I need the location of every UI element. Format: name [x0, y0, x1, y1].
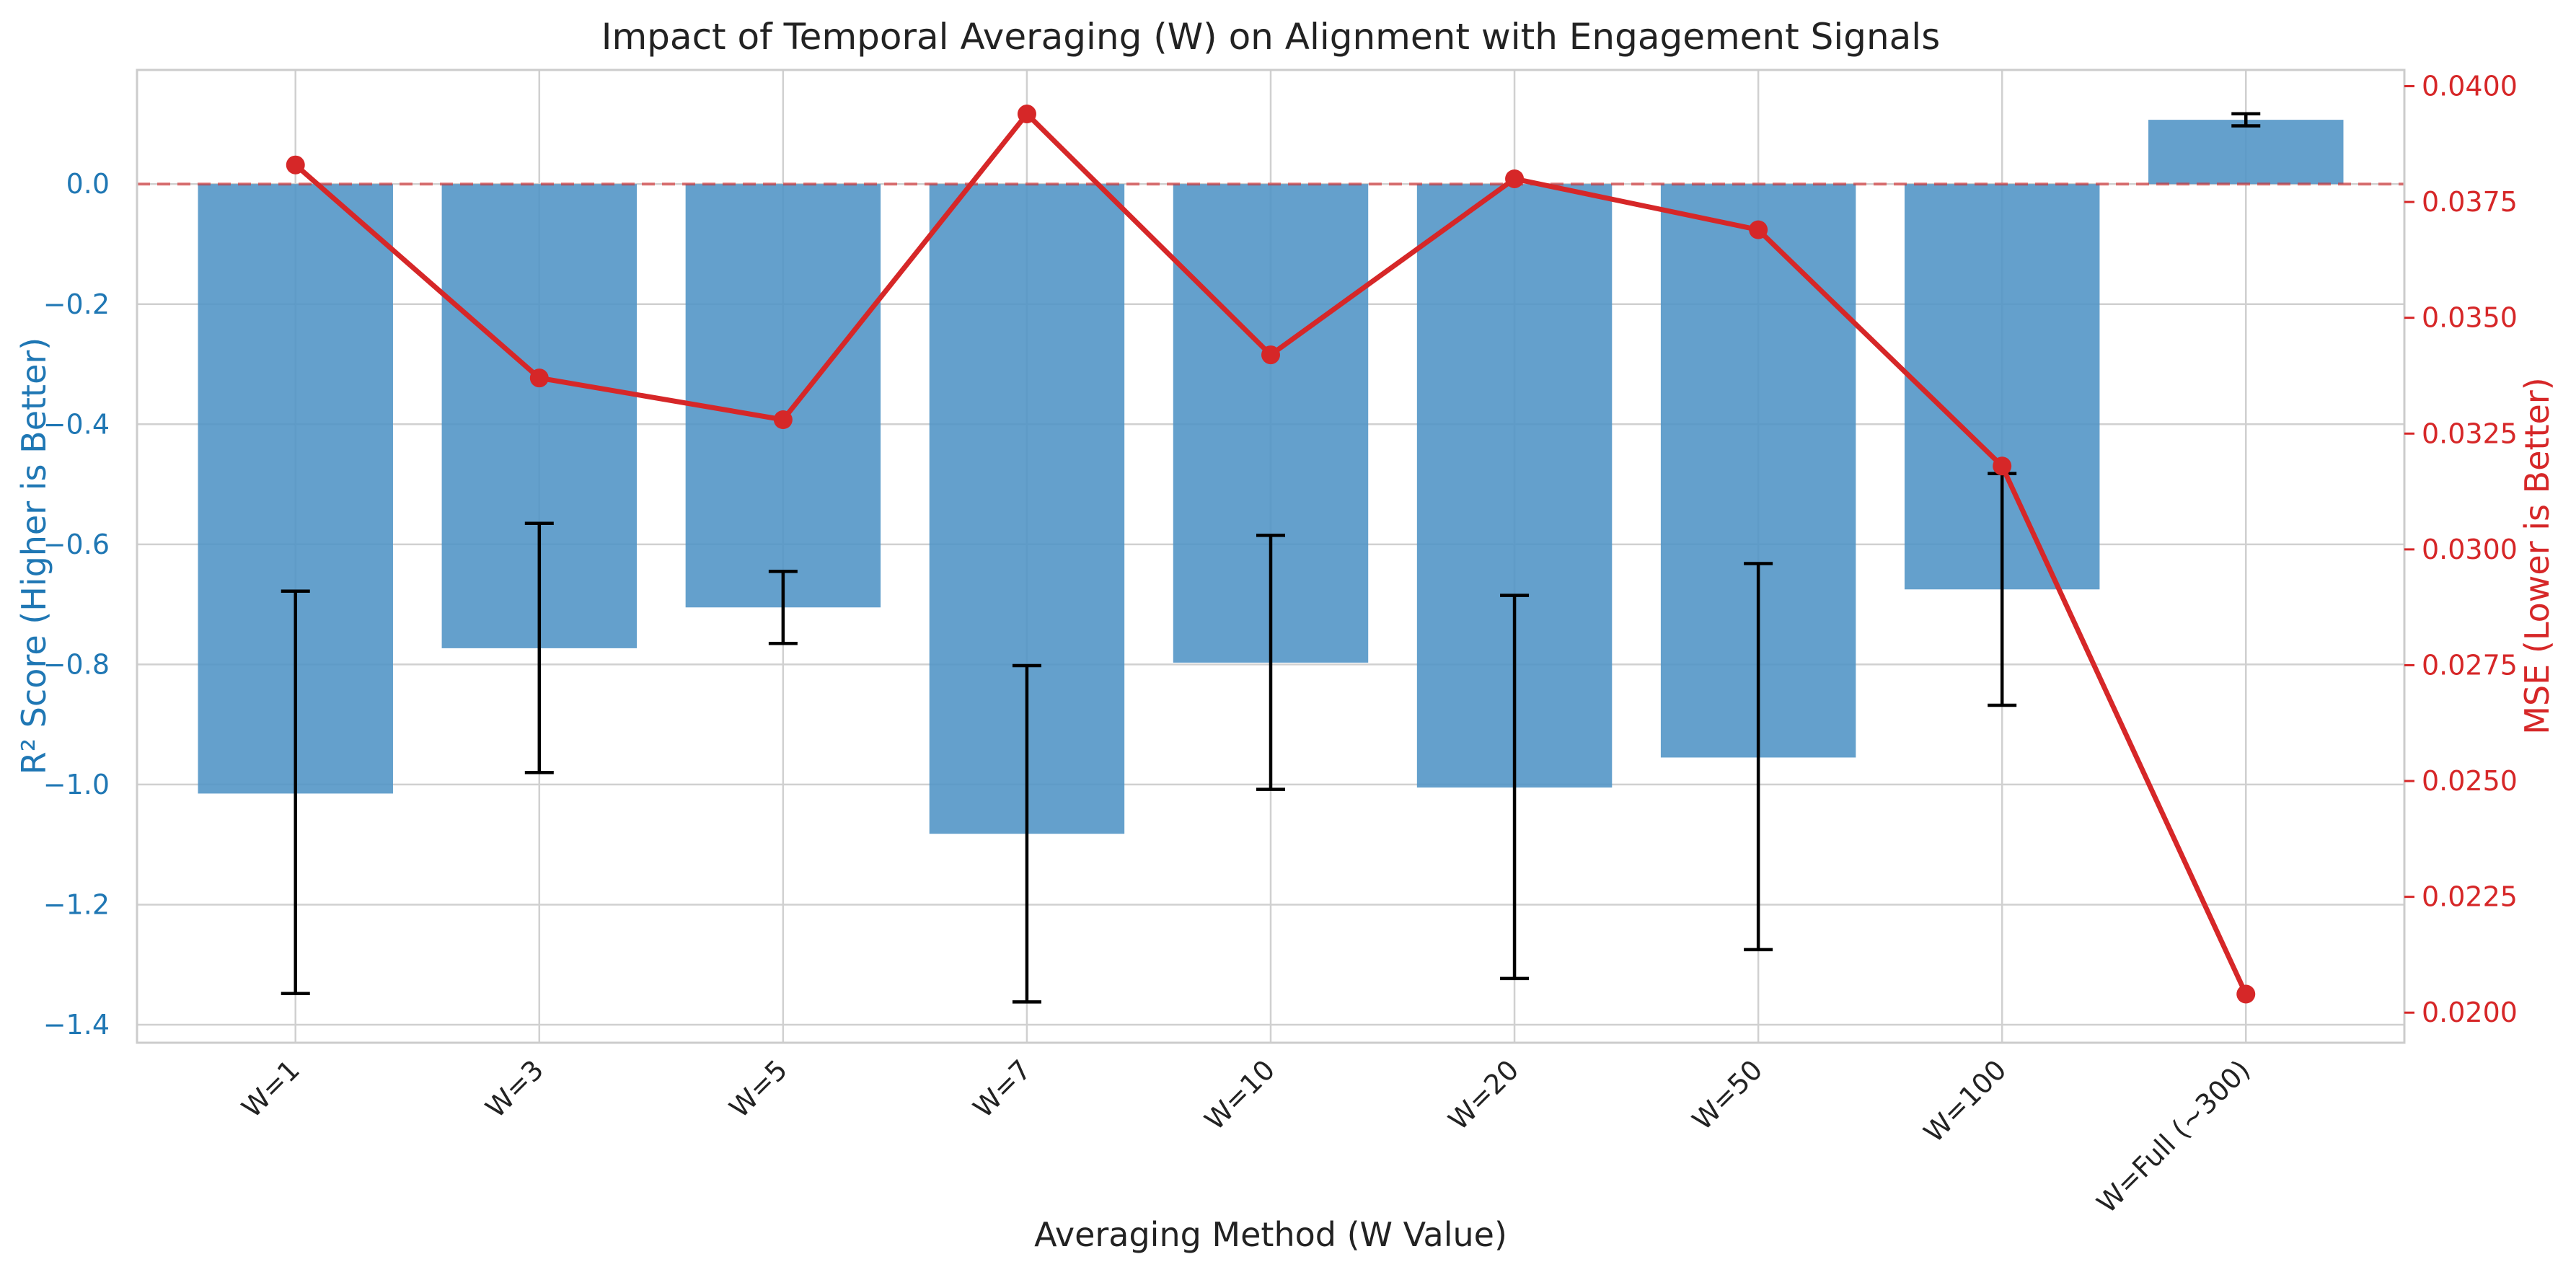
mse-point — [2236, 984, 2256, 1004]
right-tick-label: 0.0400 — [2422, 70, 2518, 102]
error-bars — [281, 112, 2261, 1004]
y-axis-label: R² Score (Higher is Better) — [14, 337, 53, 774]
mse-line-series — [286, 105, 2256, 1004]
left-tick-label: −1.2 — [43, 888, 110, 920]
right-tick-label: 0.0375 — [2422, 186, 2518, 218]
y2-axis-label: MSE (Lower is Better) — [2518, 377, 2557, 734]
bar-w-5 — [685, 184, 881, 608]
left-tick-label: −0.8 — [43, 648, 110, 680]
right-tick-label: 0.0200 — [2422, 997, 2518, 1028]
mse-point — [1993, 456, 2012, 476]
mse-point — [1017, 105, 1036, 124]
mse-point — [529, 368, 549, 388]
right-axis-ticks: 0.0400 0.0375 0.0350 0.0325 0.0300 0.0275 0.02… — [2404, 70, 2518, 1028]
x-axis-label: Averaging Method (W Value) — [1034, 1215, 1507, 1254]
right-tick-label: 0.0325 — [2422, 418, 2518, 449]
right-tick-label: 0.0225 — [2422, 881, 2518, 913]
chart-title: Impact of Temporal Averaging (W) on Alig… — [601, 16, 1941, 58]
mse-point — [773, 410, 793, 429]
right-tick-label: 0.0275 — [2422, 649, 2518, 681]
left-tick-label: 0.0 — [66, 168, 110, 200]
mse-point — [1749, 220, 1768, 239]
bar-w-full-300- — [2148, 120, 2344, 185]
mse-point — [286, 155, 305, 175]
left-axis-ticks: 0.0 −0.2 −0.4 −0.6 −0.8 −1.0 −1.2 −1.4 — [43, 168, 110, 1041]
right-tick-label: 0.0350 — [2422, 302, 2518, 334]
left-tick-label: −0.4 — [43, 408, 110, 440]
plot-frame — [136, 69, 2406, 1044]
left-tick-label: −0.6 — [43, 529, 110, 560]
left-tick-label: −1.4 — [43, 1009, 110, 1041]
left-tick-label: −1.0 — [43, 769, 110, 800]
right-tick-label: 0.0300 — [2422, 534, 2518, 565]
right-tick-label: 0.0250 — [2422, 765, 2518, 797]
mse-point — [1505, 169, 1525, 188]
mse-point — [1261, 345, 1280, 365]
left-tick-label: −0.2 — [43, 288, 110, 320]
